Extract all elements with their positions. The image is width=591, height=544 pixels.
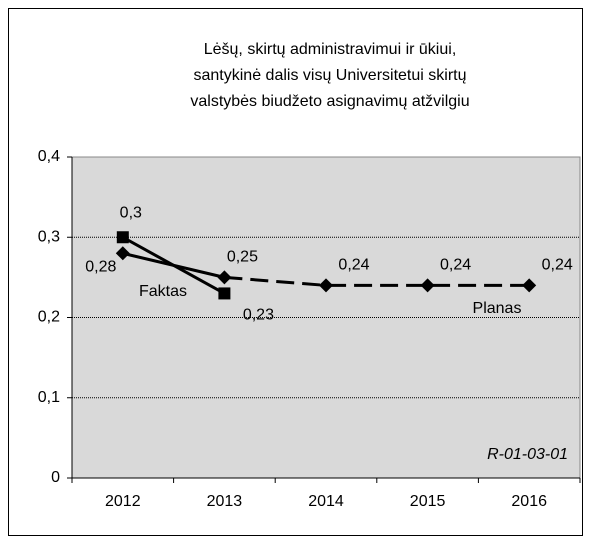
series-label: Planas xyxy=(473,300,522,317)
x-tick-label: 2016 xyxy=(511,493,547,510)
series-label: Faktas xyxy=(139,283,187,300)
data-label: 0,24 xyxy=(440,257,471,274)
chart-title: valstybės biudžeto asignavimų atžvilgiu xyxy=(190,93,469,110)
marker xyxy=(319,278,333,293)
marker xyxy=(522,278,537,293)
data-label: 0,23 xyxy=(243,307,274,324)
y-tick-label: 0,4 xyxy=(38,148,60,165)
marker xyxy=(116,231,129,244)
y-tick-label: 0,3 xyxy=(38,228,60,245)
data-label: 0,25 xyxy=(227,249,258,266)
data-label: 0,28 xyxy=(85,259,116,276)
marker xyxy=(420,278,435,293)
data-label: 0,24 xyxy=(542,257,573,274)
annotation: R-01-03-01 xyxy=(487,446,568,463)
marker xyxy=(115,246,130,261)
y-tick-label: 0,2 xyxy=(38,309,60,326)
x-tick-label: 2015 xyxy=(410,493,446,510)
marker xyxy=(217,270,232,285)
chart-title: Lėšų, skirtų administravimui ir ūkiui, xyxy=(204,41,457,58)
x-tick-label: 2012 xyxy=(105,493,141,510)
x-tick-label: 2014 xyxy=(308,493,344,510)
y-tick-label: 0,1 xyxy=(38,389,60,406)
data-label: 0,3 xyxy=(120,204,142,221)
data-label: 0,24 xyxy=(338,257,369,274)
y-tick-label: 0 xyxy=(51,469,60,486)
chart-title: santykinė dalis visų Universitetui skirt… xyxy=(194,67,467,84)
series-line xyxy=(122,251,225,279)
marker xyxy=(218,287,231,300)
x-tick-label: 2013 xyxy=(207,493,243,510)
